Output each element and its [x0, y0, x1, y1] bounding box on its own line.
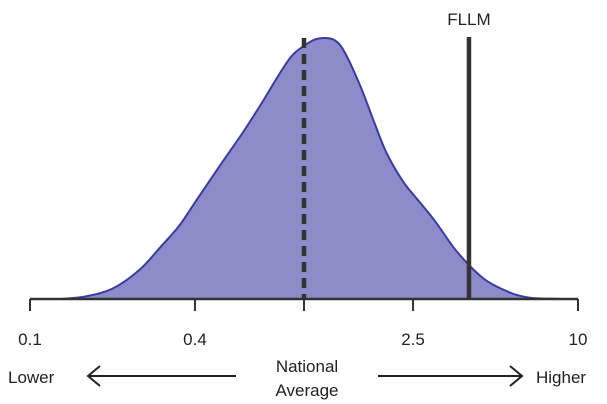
average-label: Average [275, 381, 338, 400]
x-tick-label-1: 0.4 [183, 330, 207, 349]
lower-label: Lower [8, 368, 55, 387]
x-axis: 0.1 0.4 2.5 10 [18, 297, 588, 349]
left-arrow-head [86, 365, 101, 387]
fllm-label: FLLM [447, 10, 490, 29]
x-tick-label-4: 10 [569, 330, 588, 349]
density-outline-0 [61, 36, 566, 300]
reference-lines-group [301, 37, 472, 299]
x-tick-label-3: 2.5 [401, 330, 425, 349]
density-area-0 [61, 37, 566, 299]
density-area-group [61, 36, 566, 300]
right-arrow-head [509, 365, 524, 387]
x-tick-label-0: 0.1 [18, 330, 42, 349]
national-label: National [276, 357, 338, 376]
higher-label: Higher [536, 368, 586, 387]
